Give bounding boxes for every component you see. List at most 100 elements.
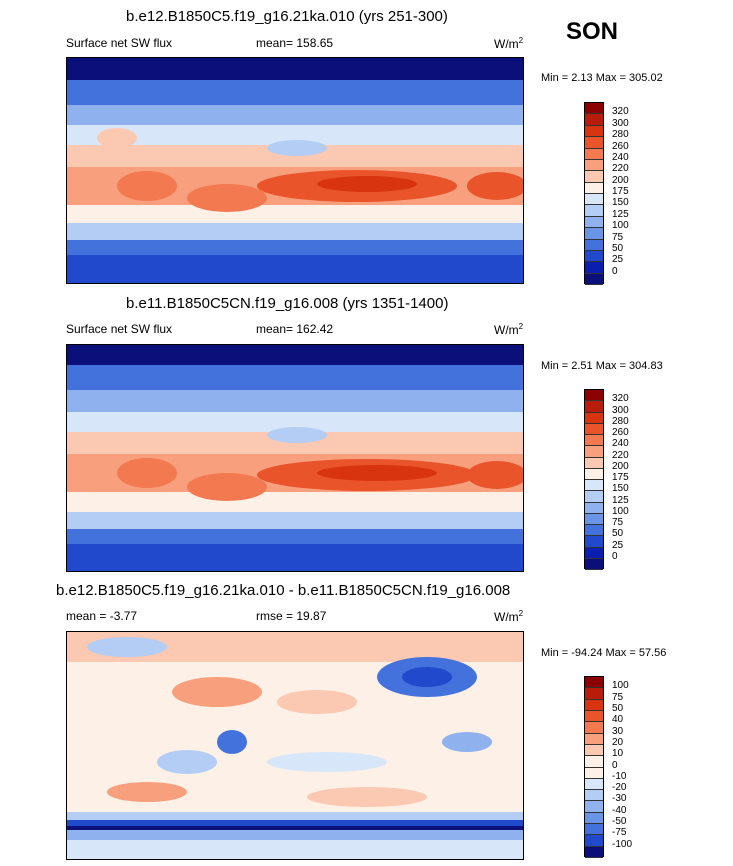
colorbar-tick-label: -20 [612,782,627,794]
colorbar-box [585,239,603,251]
colorbar-tick-label: -30 [612,793,627,805]
panel-1-colorbar [584,102,604,285]
colorbar-box [585,216,603,229]
colorbar-box [585,262,603,274]
colorbar-tick-label: -40 [612,804,627,816]
panel-1-minmax: Min = 2.13 Max = 305.02 [541,72,663,84]
colorbar-tick-label: 300 [612,117,629,129]
colorbar-tick-label: 260 [612,140,629,152]
colorbar-box [585,688,603,700]
panel-2-mean: mean= 162.42 [256,322,334,336]
colorbar-box [585,733,603,745]
colorbar-tick-label: 220 [612,163,629,175]
colorbar-box [585,835,603,847]
colorbar-box [585,103,603,115]
colorbar-tick-label: 0 [612,759,618,771]
colorbar-box [585,699,603,711]
colorbar-tick-label: 75 [612,691,624,703]
colorbar-box [585,125,603,138]
colorbar-tick-label: 240 [612,151,629,163]
colorbar-tick-label: 50 [612,528,624,540]
colorbar-box [585,812,603,825]
colorbar-box [585,536,603,548]
colorbar-tick-label: -50 [612,816,627,828]
colorbar-box [585,722,603,734]
colorbar-tick-label: 125 [612,494,629,506]
panel-1-units: W/m2 [494,36,524,51]
panel-2-title: b.e11.B1850C5CN.f19_g16.008 (yrs 1351-14… [126,295,449,312]
colorbar-box [585,194,603,206]
colorbar-box [585,468,603,480]
panel-3-units: W/m2 [494,609,524,624]
colorbar-tick-label: 280 [612,129,629,141]
panel-2-units: W/m2 [494,322,524,337]
colorbar-tick-label: 100 [612,220,629,232]
colorbar-tick-label: 50 [612,702,624,714]
colorbar-tick-label: 25 [612,539,624,551]
colorbar-tick-label: 30 [612,725,624,737]
colorbar-tick-label: 50 [612,242,624,254]
colorbar-tick-label: -75 [612,827,627,839]
colorbar-box [585,171,603,183]
colorbar-tick-label: 200 [612,460,629,472]
panel-1-map [66,57,524,284]
panel-3-minmax: Min = -94.24 Max = 57.56 [541,647,667,659]
panel-1-field [67,58,523,283]
colorbar-box [585,744,603,757]
panel-2-minmax: Min = 2.51 Max = 304.83 [541,360,663,372]
colorbar-box [585,502,603,514]
colorbar-tick-label: 175 [612,186,629,197]
colorbar-box [585,228,603,240]
colorbar-box [585,710,603,723]
colorbar-box [585,205,603,217]
panel-1-mean: mean= 158.65 [256,36,334,50]
panel-3-colorbar [584,676,604,858]
colorbar-box [585,446,603,458]
colorbar-box [585,756,603,768]
colorbar-tick-label: 260 [612,427,629,438]
colorbar-box [585,273,603,285]
colorbar-tick-label: 175 [612,472,629,483]
colorbar-box [585,513,603,525]
colorbar-box [585,801,603,813]
colorbar-box [585,114,603,126]
panel-2-map [66,344,524,572]
colorbar-box [585,401,603,413]
colorbar-tick-label: 10 [612,748,624,760]
colorbar-box [585,790,603,802]
colorbar-tick-label: 320 [612,393,629,405]
panel-2-variable: Surface net SW flux [66,322,173,336]
colorbar-box [585,525,603,537]
colorbar-box [585,182,603,194]
panel-1-variable: Surface net SW flux [66,36,173,50]
colorbar-tick-label: 280 [612,415,629,427]
season-label: SON [566,18,619,45]
panel-1-title: b.e12.B1850C5.f19_g16.21ka.010 (yrs 251-… [126,8,448,25]
colorbar-tick-label: 20 [612,736,624,748]
colorbar-tick-label: 320 [612,106,629,118]
colorbar-box [585,558,603,570]
colorbar-tick-label: 75 [612,231,624,243]
colorbar-box [585,778,603,791]
panel-3-title: b.e12.B1850C5.f19_g16.21ka.010 - b.e11.B… [56,582,511,599]
colorbar-tick-label: 40 [612,714,624,726]
colorbar-box [585,148,603,160]
panel-3-map [66,631,524,860]
colorbar-tick-label: 75 [612,517,624,528]
colorbar-box [585,250,603,263]
colorbar-tick-label: -10 [612,770,627,782]
panel-3-mean: mean = -3.77 [66,609,138,623]
panel-2-field [67,345,523,571]
colorbar-tick-label: 150 [612,197,629,209]
colorbar-box [585,824,603,836]
panel-3-rmse: rmse = 19.87 [256,609,327,623]
colorbar-tick-label: 150 [612,483,629,495]
colorbar-box [585,547,603,559]
colorbar-box [585,457,603,469]
colorbar-tick-label: 0 [612,265,618,277]
colorbar-tick-label: -100 [612,838,633,850]
colorbar-box [585,677,603,689]
colorbar-box [585,767,603,779]
colorbar-tick-label: 100 [612,680,629,692]
colorbar-box [585,159,603,172]
